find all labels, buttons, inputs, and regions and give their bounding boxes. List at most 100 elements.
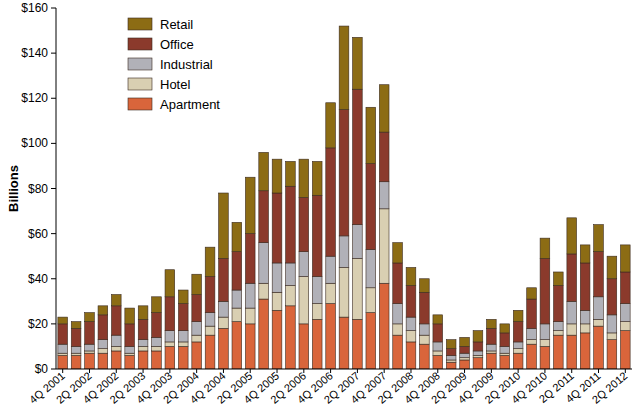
legend-swatch — [128, 98, 152, 110]
bar-segment — [554, 331, 564, 336]
x-tick — [223, 369, 224, 373]
bar-segment — [420, 279, 430, 293]
bar-segment — [473, 351, 483, 356]
bar-segment — [286, 186, 296, 263]
bar-segment — [487, 353, 497, 369]
bar-segment — [245, 177, 255, 233]
bar-segment — [205, 313, 215, 327]
bar-segment — [219, 328, 229, 369]
bar-segment — [138, 306, 148, 320]
legend-label: Apartment — [160, 97, 220, 112]
bar-segment — [406, 267, 416, 285]
bar-segment — [594, 319, 604, 326]
bar-segment — [460, 358, 470, 360]
bar-segment — [98, 315, 108, 340]
y-tick — [51, 8, 56, 9]
bar-segment — [353, 319, 363, 369]
bar-segment — [540, 324, 550, 340]
bar-segment — [527, 288, 537, 299]
bar-segment — [353, 37, 363, 89]
bar-segment — [85, 313, 95, 322]
bar-segment — [379, 132, 389, 182]
bar-segment — [580, 333, 590, 369]
bar-segment — [567, 254, 577, 301]
bar-segment — [527, 328, 537, 339]
bar-segment — [393, 304, 403, 324]
bar-segment — [219, 258, 229, 301]
bar-segment — [138, 346, 148, 351]
bar-segment — [125, 324, 135, 347]
bar-segment — [85, 322, 95, 345]
bar-segment — [607, 256, 617, 279]
bar-segment — [299, 159, 309, 197]
bar-segment — [312, 195, 322, 276]
bar-segment — [567, 301, 577, 324]
bar-segment — [406, 342, 416, 369]
x-tick — [62, 369, 63, 373]
x-tick — [464, 369, 465, 373]
y-tick-label: $60 — [28, 227, 48, 241]
bar-segment — [433, 355, 443, 369]
bar-segment — [71, 346, 81, 353]
bar-segment — [460, 353, 470, 358]
bar-segment — [339, 26, 349, 109]
bar-segment — [500, 355, 510, 369]
bar-segment — [379, 209, 389, 283]
bar-segment — [98, 340, 108, 349]
bar-segment — [513, 353, 523, 369]
bar-segment — [527, 340, 537, 345]
bar-segment — [567, 335, 577, 369]
bar-segment — [165, 270, 175, 297]
bar-segment — [152, 346, 162, 351]
bar-segment — [554, 272, 564, 286]
bar-segment — [594, 326, 604, 369]
legend-swatch — [128, 58, 152, 70]
bar-segment — [500, 353, 510, 355]
x-tick — [357, 369, 358, 373]
x-tick — [169, 369, 170, 373]
bar-segment — [192, 322, 202, 336]
bar-segment — [272, 159, 282, 193]
bar-segment — [125, 355, 135, 369]
y-tick-label: $20 — [28, 317, 48, 331]
bar-segment — [312, 319, 322, 369]
bar-segment — [205, 335, 215, 369]
bar-segment — [98, 353, 108, 369]
bar-segment — [513, 342, 523, 349]
y-tick-label: $140 — [21, 46, 48, 60]
bar-segment — [540, 340, 550, 347]
bar-segment — [111, 351, 121, 369]
bar-segment — [513, 349, 523, 354]
bar-segment — [620, 304, 630, 322]
bar-segment — [178, 346, 188, 369]
bar-segment — [85, 344, 95, 351]
bar-segment — [326, 256, 336, 283]
bar-segment — [379, 85, 389, 132]
bar-segment — [71, 328, 81, 346]
bar-segment — [58, 324, 68, 344]
bar-segment — [487, 328, 497, 344]
bar-segment — [152, 297, 162, 313]
bar-segment — [299, 198, 309, 252]
x-tick — [143, 369, 144, 373]
legend-swatch — [128, 18, 152, 30]
x-tick — [384, 369, 385, 373]
bar-segment — [406, 286, 416, 318]
bar-segment — [513, 322, 523, 342]
bar-segment — [192, 295, 202, 322]
bar-segment — [111, 306, 121, 335]
x-tick — [303, 369, 304, 373]
x-tick — [116, 369, 117, 373]
legend-label: Retail — [160, 17, 193, 32]
bar-segment — [433, 342, 443, 351]
bar-segment — [620, 272, 630, 304]
y-tick — [51, 233, 56, 234]
bar-segment — [272, 292, 282, 310]
bar-segment — [540, 258, 550, 323]
bar-segment — [138, 319, 148, 339]
y-tick — [51, 369, 56, 370]
bar-segment — [326, 304, 336, 369]
bar-segment — [513, 310, 523, 321]
bar-segment — [527, 299, 537, 328]
bar-segment — [393, 335, 403, 369]
